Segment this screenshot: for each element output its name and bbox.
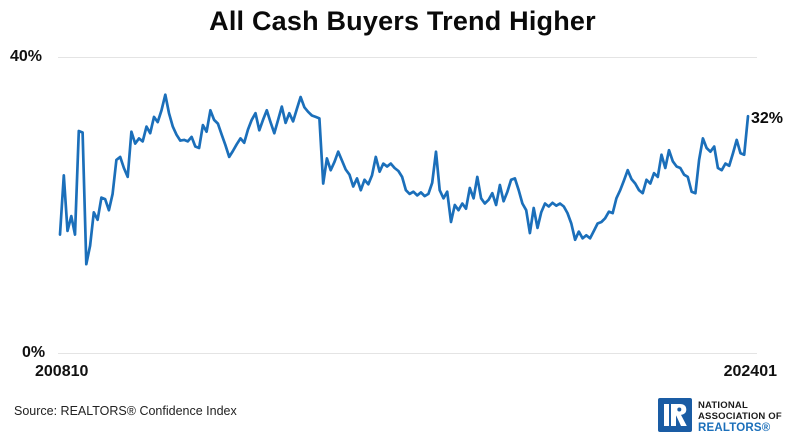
logo-text-realtors: REALTORS® xyxy=(698,422,771,434)
logo-text-line1: NATIONAL xyxy=(698,400,748,411)
nar-logo-r-icon xyxy=(658,398,692,432)
logo-text-line2: ASSOCIATION OF xyxy=(698,411,782,422)
trend-line xyxy=(58,93,750,266)
nar-logo: NATIONAL ASSOCIATION OF REALTORS® xyxy=(658,398,782,435)
chart-title: All Cash Buyers Trend Higher xyxy=(209,6,596,36)
last-value-label: 32% xyxy=(751,110,784,127)
gridline-top xyxy=(58,57,757,58)
source-text: Source: REALTORS® Confidence Index xyxy=(14,404,237,418)
x-axis-label-start: 200810 xyxy=(35,363,89,380)
y-axis-label-top: 40% xyxy=(10,48,43,65)
gridline-bottom xyxy=(58,353,757,354)
x-axis-label-end: 202401 xyxy=(723,363,777,380)
y-axis-label-bottom: 0% xyxy=(22,344,46,361)
